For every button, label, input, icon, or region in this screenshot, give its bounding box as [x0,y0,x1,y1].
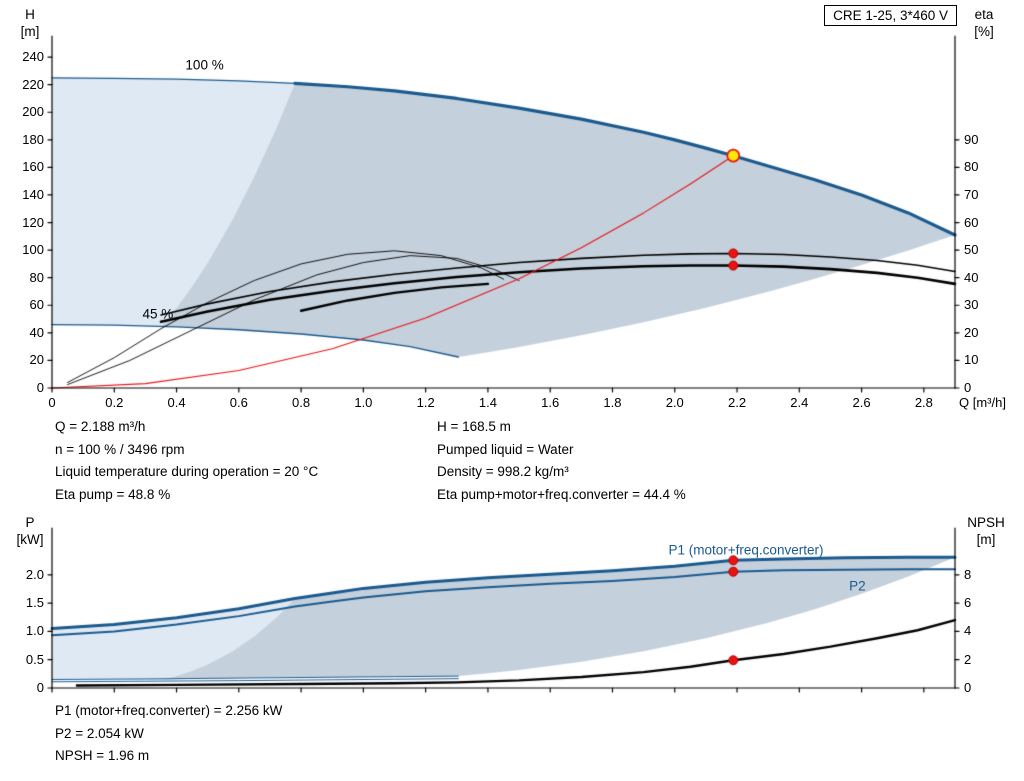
y-axis-title-npsh: NPSH [m] [956,514,1016,548]
axis-title-line: NPSH [967,515,1005,530]
info-line-speed: n = 100 % / 3496 rpm [55,441,185,457]
pump-model-box: CRE 1-25, 3*460 V [824,5,957,26]
axis-title-line: eta [974,7,994,22]
y-axis-title-head: H [m] [10,6,50,40]
info-line-p1: P1 (motor+freq.converter) = 2.256 kW [55,703,283,718]
y-axis-title-eta: eta [%] [962,6,1006,40]
duty-info-right: H = 168.5 m Pumped liquid = Water Densit… [437,416,686,506]
info-line-liquid-temp: Liquid temperature during operation = 20… [55,464,319,479]
duty-info-left: Q = 2.188 m³/h n = 100 % / 3496 rpm Liqu… [55,416,318,506]
axis-title-line: H [25,7,35,22]
info-line-q: Q = 2.188 m³/h [55,419,146,434]
axis-title-line: [m] [976,532,996,547]
axis-title-line: [%] [974,24,994,39]
info-line-p2: P2 = 2.054 kW [55,725,144,741]
info-line-eta-pump: Eta pump = 48.8 % [55,486,171,502]
info-line-eta-total: Eta pump+motor+freq.converter = 44.4 % [437,486,686,502]
y-axis-title-power: P [kW] [6,514,54,548]
info-line-npsh: NPSH = 1.96 m [55,748,150,763]
info-line-h: H = 168.5 m [437,419,511,434]
axis-title-line: [m] [20,24,40,39]
power-info: P1 (motor+freq.converter) = 2.256 kW P2 … [55,700,282,768]
info-line-pumped-liquid: Pumped liquid = Water [437,441,574,457]
x-axis-title-flow: Q [m³/h] [959,395,1006,410]
axis-title-line: P [25,515,35,530]
info-line-density: Density = 998.2 kg/m³ [437,464,569,479]
axis-title-line: [kW] [16,532,44,547]
